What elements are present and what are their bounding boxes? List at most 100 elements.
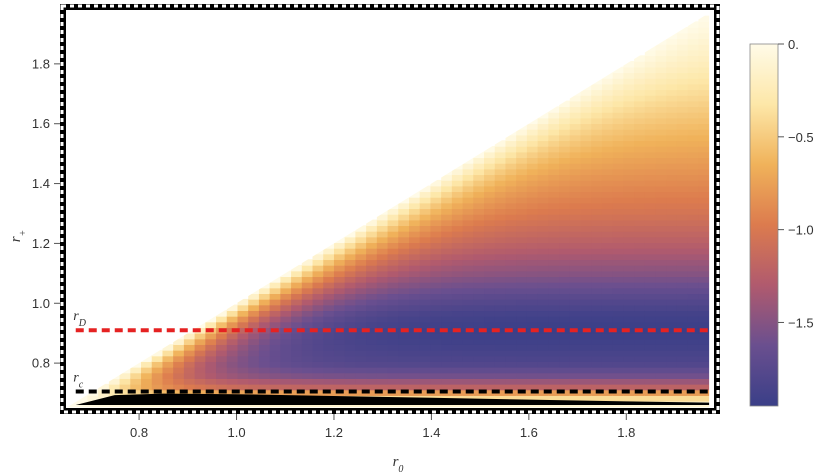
heat-cell xyxy=(441,361,453,368)
heat-cell xyxy=(494,213,507,221)
heat-cell xyxy=(687,293,700,300)
heat-cell xyxy=(676,293,689,300)
heat-cell xyxy=(419,383,432,391)
heat-cell xyxy=(644,270,657,278)
heat-cell xyxy=(323,287,335,295)
heat-cell xyxy=(462,315,475,323)
heat-cell xyxy=(687,236,700,244)
heat-cell xyxy=(559,259,571,266)
heat-cell xyxy=(580,230,593,238)
heat-cell xyxy=(623,174,635,181)
heat-cell xyxy=(398,310,410,317)
heat-cell xyxy=(441,191,453,198)
heat-cell xyxy=(398,315,410,323)
heat-cell xyxy=(387,298,400,306)
heat-cell xyxy=(644,89,657,96)
heat-cell xyxy=(280,338,292,345)
heat-cell xyxy=(280,270,292,278)
heat-cell xyxy=(505,134,517,142)
heat-cell xyxy=(580,242,593,249)
heat-cell xyxy=(623,100,635,108)
heat-cell xyxy=(387,310,400,317)
heat-cell xyxy=(194,332,207,340)
heat-cell xyxy=(666,242,678,249)
x-tick-label: 1.4 xyxy=(422,425,440,440)
heat-cell xyxy=(698,162,710,170)
heat-cell xyxy=(580,208,593,215)
heat-cell xyxy=(516,213,528,221)
heat-cell xyxy=(644,230,657,238)
heat-cell xyxy=(516,145,528,153)
heat-cell xyxy=(494,145,507,153)
heat-cell xyxy=(248,366,260,374)
heat-cell xyxy=(601,236,614,244)
heat-cell xyxy=(655,230,668,238)
heat-cell xyxy=(526,293,539,300)
heat-cell xyxy=(612,66,625,74)
heat-cell xyxy=(462,366,475,374)
heat-cell xyxy=(312,389,325,396)
heat-cell xyxy=(666,344,678,351)
heat-cell xyxy=(526,179,539,187)
heat-cell xyxy=(473,321,485,328)
heat-cell xyxy=(248,389,260,396)
heat-cell xyxy=(526,332,539,340)
heat-cell xyxy=(312,378,325,385)
heat-cell xyxy=(473,196,485,204)
heat-cell xyxy=(612,106,625,113)
heat-cell xyxy=(301,304,314,312)
x-axis-title: r0 xyxy=(393,454,404,474)
heat-cell xyxy=(612,332,625,340)
heat-cell xyxy=(441,202,453,210)
heat-cell xyxy=(333,349,346,357)
heat-cell xyxy=(676,140,689,147)
heat-cell xyxy=(462,174,475,181)
heat-cell xyxy=(559,366,571,374)
heat-cell xyxy=(655,55,668,62)
heat-cell xyxy=(484,174,496,181)
heat-cell xyxy=(612,225,625,232)
heat-cell xyxy=(698,230,710,238)
heat-cell xyxy=(623,213,635,221)
heat-cell xyxy=(355,383,367,391)
heat-cell xyxy=(569,378,582,385)
heat-cell xyxy=(698,106,710,113)
heat-cell xyxy=(591,196,603,204)
heat-cell xyxy=(580,321,593,328)
heat-cell xyxy=(644,111,657,119)
heat-cell xyxy=(505,304,517,312)
heat-cell xyxy=(216,332,228,340)
heat-cell xyxy=(526,287,539,295)
heat-cell xyxy=(430,264,442,272)
heat-cell xyxy=(516,315,528,323)
heat-cell xyxy=(612,128,625,136)
heat-cell xyxy=(655,287,668,295)
heat-cell xyxy=(333,242,346,249)
heat-cell xyxy=(698,247,710,255)
heat-cell xyxy=(451,366,464,374)
heat-cell xyxy=(441,208,453,215)
heat-cell xyxy=(473,293,485,300)
heat-cell xyxy=(676,236,689,244)
heat-cell xyxy=(676,117,689,125)
heat-cell xyxy=(387,366,400,374)
heat-cell xyxy=(623,287,635,295)
heat-cell xyxy=(494,253,507,261)
heat-cell xyxy=(591,259,603,266)
heat-cell xyxy=(687,55,700,62)
heat-cell xyxy=(666,208,678,215)
heat-cell xyxy=(173,372,185,379)
heat-cell xyxy=(516,247,528,255)
heat-cell xyxy=(559,321,571,328)
heat-cell xyxy=(612,293,625,300)
heat-cell xyxy=(333,366,346,374)
heat-cell xyxy=(333,293,346,300)
heat-cell xyxy=(698,253,710,261)
heat-cell xyxy=(548,174,560,181)
heat-cell xyxy=(183,372,196,379)
heat-cell xyxy=(505,242,517,249)
heat-cell xyxy=(323,259,335,266)
heat-cell xyxy=(537,264,550,272)
heat-cell xyxy=(537,361,550,368)
heat-cell xyxy=(687,38,700,45)
